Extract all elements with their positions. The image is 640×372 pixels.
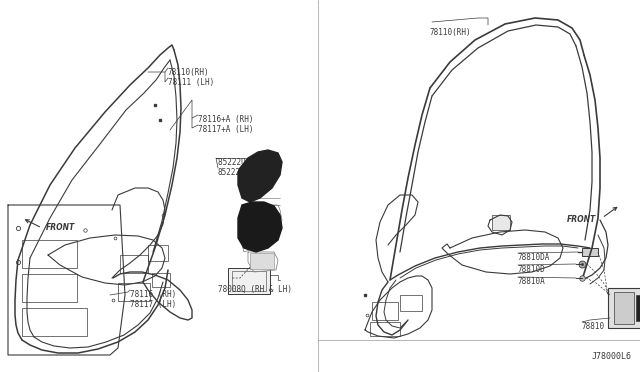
Polygon shape xyxy=(238,150,282,202)
FancyBboxPatch shape xyxy=(608,288,640,328)
Bar xyxy=(400,295,422,311)
Text: 78810DA: 78810DA xyxy=(518,253,550,262)
Text: FRONT: FRONT xyxy=(567,215,596,224)
Bar xyxy=(118,283,150,301)
Text: 78117 (LH): 78117 (LH) xyxy=(130,300,176,309)
Bar xyxy=(372,302,398,320)
Text: 78110(RH): 78110(RH) xyxy=(430,28,472,37)
Bar xyxy=(582,248,598,256)
Text: 78810A: 78810A xyxy=(518,277,546,286)
Text: 78810: 78810 xyxy=(582,322,605,331)
Text: FRONT: FRONT xyxy=(46,224,76,232)
Bar xyxy=(250,253,274,269)
Text: 78111 (LH): 78111 (LH) xyxy=(168,78,214,87)
Bar xyxy=(370,322,400,336)
FancyBboxPatch shape xyxy=(614,292,634,324)
Bar xyxy=(492,215,510,230)
Text: 78008Q (RH & LH): 78008Q (RH & LH) xyxy=(218,285,292,294)
Bar xyxy=(148,245,168,261)
Text: 78810D: 78810D xyxy=(518,265,546,274)
Text: 78116+A (RH): 78116+A (RH) xyxy=(198,115,253,124)
Text: 85222UA(LH): 85222UA(LH) xyxy=(218,168,269,177)
FancyBboxPatch shape xyxy=(636,295,640,321)
Text: 85222U  (RH): 85222U (RH) xyxy=(218,158,273,167)
Bar xyxy=(232,271,266,291)
Text: J78000L6: J78000L6 xyxy=(592,352,632,361)
Bar xyxy=(22,274,77,302)
Bar xyxy=(152,273,170,287)
Polygon shape xyxy=(238,202,282,252)
Bar xyxy=(22,240,77,268)
Bar xyxy=(22,308,87,336)
Text: 78117+A (LH): 78117+A (LH) xyxy=(198,125,253,134)
Text: 78116 (RH): 78116 (RH) xyxy=(130,290,176,299)
Bar xyxy=(228,268,270,294)
Bar xyxy=(120,255,148,273)
Text: 78110(RH): 78110(RH) xyxy=(168,68,210,77)
